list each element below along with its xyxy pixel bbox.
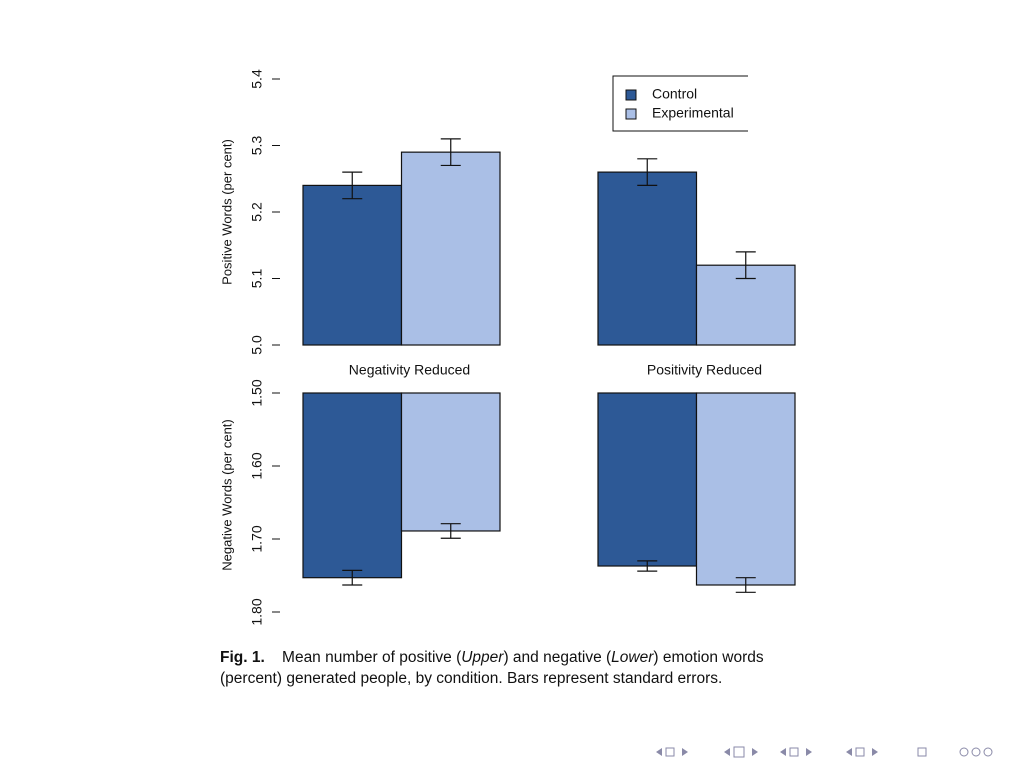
error-bar	[735, 577, 756, 593]
error-bar	[342, 569, 363, 586]
legend-swatch	[625, 89, 637, 101]
caption-text: Mean number of positive (	[282, 649, 462, 666]
bar	[302, 392, 403, 579]
y-axis-label: Positive Words (per cent)	[219, 139, 234, 285]
y-tick-label: 1.70	[249, 525, 265, 552]
caption-label: Fig. 1.	[220, 649, 265, 666]
y-tick-label: 5.1	[249, 269, 265, 289]
y-tick-label: 5.3	[249, 136, 265, 156]
y-tick-label: 1.80	[249, 598, 265, 625]
y-tick-label: 5.0	[249, 335, 265, 355]
group-label: Negativity Reduced	[349, 362, 470, 378]
bar	[597, 392, 698, 567]
legend-box	[612, 75, 748, 132]
legend-swatch	[625, 108, 637, 120]
caption-text: ) and negative (	[503, 649, 612, 666]
bar	[695, 392, 796, 586]
group-label: Positivity Reduced	[647, 362, 762, 378]
error-bar	[637, 158, 658, 186]
bar	[400, 151, 501, 346]
caption-italic: Upper	[461, 649, 504, 666]
y-tick-label: 5.4	[249, 69, 265, 89]
caption-text: ) emotion words (percent) generated peop…	[220, 649, 764, 687]
bar	[597, 171, 698, 346]
error-bar	[440, 523, 461, 539]
legend-label: Experimental	[652, 105, 734, 121]
error-bar	[735, 251, 756, 280]
y-axis-label: Negative Words (per cent)	[219, 419, 234, 571]
y-tick-label: 1.60	[249, 452, 265, 479]
nav-icons	[656, 746, 993, 758]
y-tick-label: 1.50	[249, 379, 265, 406]
caption-italic: Lower	[611, 649, 654, 666]
error-bar	[637, 560, 658, 572]
y-tick-label: 5.2	[249, 202, 265, 222]
caption: Fig. 1. Mean number of positive (Upper) …	[220, 647, 810, 689]
bar	[302, 184, 403, 346]
bar	[400, 392, 501, 532]
error-bar	[440, 138, 461, 167]
error-bar	[342, 171, 363, 200]
legend-label: Control	[652, 86, 697, 102]
